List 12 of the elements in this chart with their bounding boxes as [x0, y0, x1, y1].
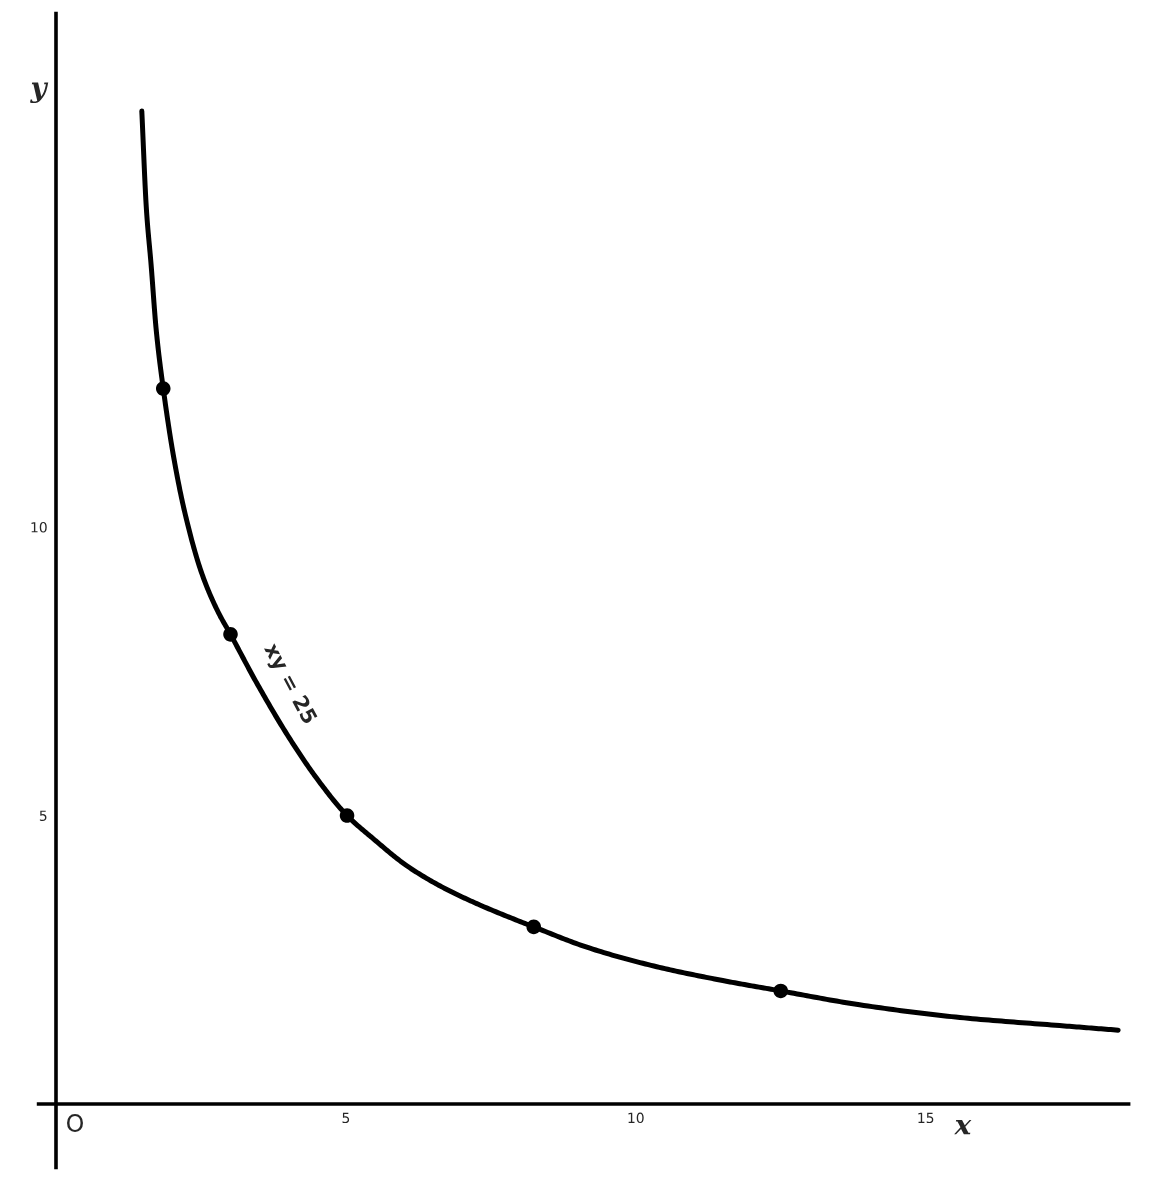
x-axis-title: x: [954, 1119, 972, 1135]
point: [773, 983, 789, 999]
x-tick-label: 15: [918, 1112, 934, 1124]
x-tick-label: 5: [342, 1112, 350, 1124]
point: [526, 919, 542, 935]
x-tick-label: 10: [628, 1112, 644, 1124]
y-axis-title: y: [30, 82, 49, 104]
annotation: O: [67, 1114, 83, 1132]
point: [155, 381, 171, 396]
point: [223, 627, 238, 642]
point: [339, 808, 355, 823]
annotation: xy = 25: [260, 641, 319, 727]
